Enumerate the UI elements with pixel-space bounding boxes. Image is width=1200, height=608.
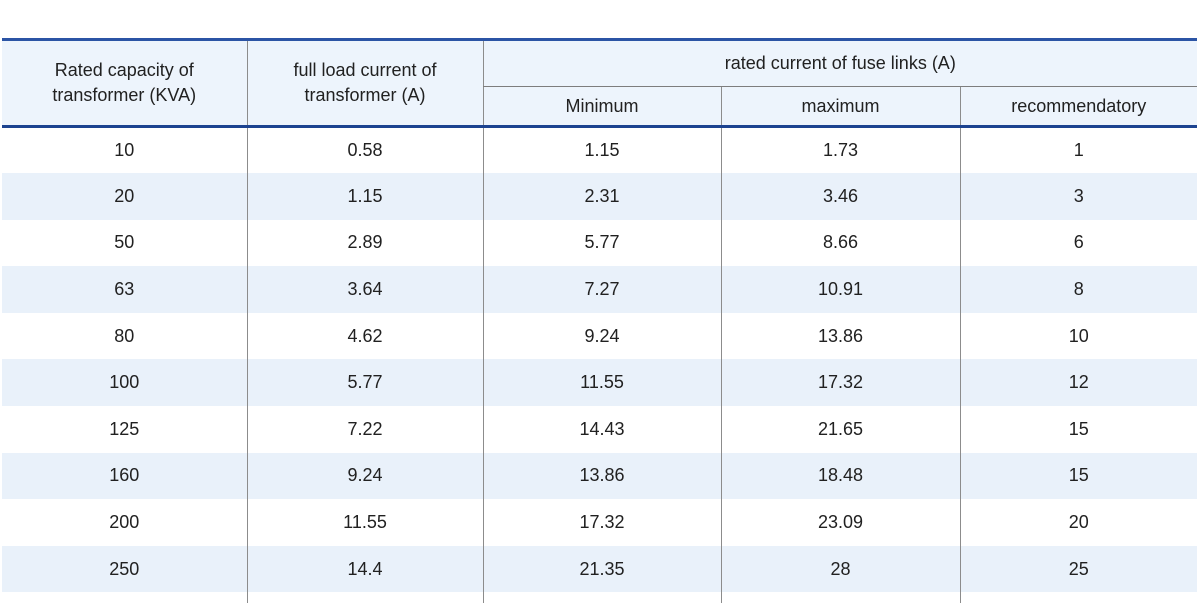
header-rated-capacity: Rated capacity of transformer (KVA) (2, 39, 247, 127)
table-row: 50 2.89 5.77 8.66 6 (2, 219, 1198, 267)
cell-empty (482, 592, 721, 604)
header-recommendatory: recommendatory (959, 86, 1198, 127)
cell-capacity: 80 (2, 312, 247, 360)
cell-fuse-min: 7.27 (482, 266, 721, 313)
cell-full-load-current: 14.4 (246, 545, 483, 593)
cell-full-load-current: 3.64 (246, 266, 483, 313)
cell-fuse-recommended: 20 (959, 499, 1198, 546)
cell-full-load-current: 5.77 (246, 359, 483, 407)
fuse-link-rating-table: Rated capacity of transformer (KVA) full… (2, 38, 1198, 604)
cell-empty (246, 592, 483, 604)
cell-capacity: 125 (2, 406, 247, 453)
cell-empty (959, 592, 1198, 604)
cell-empty (2, 592, 247, 604)
table-row: 200 11.55 17.32 23.09 20 (2, 499, 1198, 546)
header-full-load-current: full load current of transformer (A) (246, 39, 483, 127)
cell-capacity: 10 (2, 125, 247, 174)
cell-fuse-min: 17.32 (482, 499, 721, 546)
cell-fuse-max: 23.09 (720, 499, 960, 546)
table-row: 10 0.58 1.15 1.73 1 (2, 125, 1198, 174)
header-minimum: Minimum (482, 86, 721, 127)
cell-fuse-recommended: 15 (959, 406, 1198, 453)
cell-fuse-min: 5.77 (482, 219, 721, 267)
table-row: 63 3.64 7.27 10.91 8 (2, 266, 1198, 313)
header-row-main: Rated capacity of transformer (KVA) full… (2, 39, 1198, 127)
cell-full-load-current: 1.15 (246, 173, 483, 220)
cell-fuse-min: 11.55 (482, 359, 721, 407)
cell-full-load-current: 11.55 (246, 499, 483, 546)
cell-fuse-recommended: 15 (959, 452, 1198, 500)
cell-fuse-min: 14.43 (482, 406, 721, 453)
header-fuse-links: rated current of fuse links (A) (482, 39, 1198, 87)
table-row: 20 1.15 2.31 3.46 3 (2, 173, 1198, 220)
cell-full-load-current: 2.89 (246, 219, 483, 267)
cell-full-load-current: 4.62 (246, 312, 483, 360)
cell-capacity: 50 (2, 219, 247, 267)
cell-capacity: 250 (2, 545, 247, 593)
cell-full-load-current: 9.24 (246, 452, 483, 500)
cell-fuse-max: 3.46 (720, 173, 960, 220)
cell-fuse-recommended: 3 (959, 173, 1198, 220)
cell-fuse-recommended: 10 (959, 312, 1198, 360)
cell-fuse-min: 9.24 (482, 312, 721, 360)
cell-fuse-min: 1.15 (482, 125, 721, 174)
header-full-load-line1: full load current of (293, 60, 437, 80)
cell-fuse-max: 17.32 (720, 359, 960, 407)
cell-empty (720, 592, 960, 604)
cell-fuse-min: 13.86 (482, 452, 721, 500)
cell-fuse-min: 2.31 (482, 173, 721, 220)
header-rated-capacity-line1: Rated capacity of (54, 60, 194, 80)
cell-fuse-recommended: 12 (959, 359, 1198, 407)
cell-capacity: 100 (2, 359, 247, 407)
table-row: 160 9.24 13.86 18.48 15 (2, 452, 1198, 500)
cell-fuse-recommended: 8 (959, 266, 1198, 313)
table-row: 250 14.4 21.35 28 25 (2, 545, 1198, 593)
cell-fuse-max: 21.65 (720, 406, 960, 453)
cell-full-load-current: 0.58 (246, 125, 483, 174)
cell-capacity: 200 (2, 499, 247, 546)
cell-capacity: 63 (2, 266, 247, 313)
header-row-sub: Minimum maximum recommendatory (2, 86, 1198, 127)
cell-capacity: 160 (2, 452, 247, 500)
table-row: 125 7.22 14.43 21.65 15 (2, 406, 1198, 453)
cell-fuse-recommended: 6 (959, 219, 1198, 267)
cell-fuse-max: 28 (720, 545, 960, 593)
cell-fuse-max: 8.66 (720, 219, 960, 267)
cell-fuse-max: 13.86 (720, 312, 960, 360)
cell-fuse-max: 10.91 (720, 266, 960, 313)
header-maximum: maximum (720, 86, 960, 127)
cell-fuse-min: 21.35 (482, 545, 721, 593)
header-full-load-line2: transformer (A) (304, 85, 426, 105)
cell-fuse-recommended: 1 (959, 125, 1198, 174)
cell-fuse-max: 1.73 (720, 125, 960, 174)
table-row: 80 4.62 9.24 13.86 10 (2, 312, 1198, 360)
cell-capacity: 20 (2, 173, 247, 220)
cell-full-load-current: 7.22 (246, 406, 483, 453)
table-header: Rated capacity of transformer (KVA) full… (2, 39, 1198, 127)
table-row: 100 5.77 11.55 17.32 12 (2, 359, 1198, 407)
table-row-cutoff (2, 592, 1198, 604)
cell-fuse-recommended: 25 (959, 545, 1198, 593)
header-rated-capacity-line2: transformer (KVA) (52, 85, 197, 105)
cell-fuse-max: 18.48 (720, 452, 960, 500)
table-body: 10 0.58 1.15 1.73 1 20 1.15 2.31 3.46 3 … (2, 125, 1198, 604)
